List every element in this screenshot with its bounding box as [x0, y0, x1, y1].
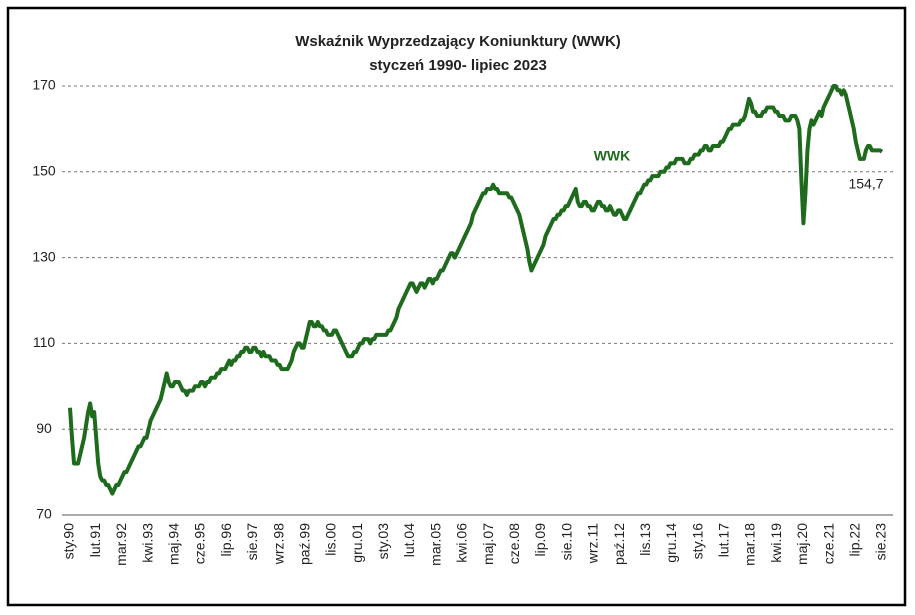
x-tick-label: lip.22 [847, 523, 863, 557]
x-tick-label: wrz.98 [270, 523, 286, 565]
x-tick-label: lip.96 [218, 523, 234, 557]
y-tick-label: 90 [36, 420, 52, 436]
x-tick-label: mar.92 [113, 523, 129, 566]
x-tick-label: kwi.93 [139, 523, 155, 563]
x-tick-label: sty.16 [689, 523, 705, 560]
x-tick-label: maj.07 [480, 523, 496, 565]
x-tick-label: lut.04 [401, 523, 417, 557]
x-tick-label: lip.09 [532, 523, 548, 557]
x-tick-label: mar.18 [742, 523, 758, 566]
x-tick-label: sty.03 [375, 523, 391, 560]
x-tick-label: cze.95 [192, 523, 208, 564]
x-tick-label: kwi.19 [768, 523, 784, 563]
x-tick-label: kwi.06 [454, 523, 470, 563]
y-tick-label: 70 [36, 506, 52, 522]
x-tick-label: lut.91 [87, 523, 103, 557]
x-tick-label: sty.90 [61, 523, 77, 560]
x-tick-label: maj.94 [165, 523, 181, 565]
y-tick-label: 110 [33, 334, 56, 350]
x-tick-label: maj.20 [794, 523, 810, 565]
y-tick-label: 170 [32, 77, 56, 93]
data-label: 154,7 [848, 176, 883, 192]
x-tick-label: sie.10 [558, 523, 574, 561]
x-tick-label: cze.08 [506, 523, 522, 564]
frame [6, 6, 907, 607]
x-tick-label: gru.14 [663, 523, 679, 563]
x-tick-label: wrz.11 [585, 523, 601, 564]
x-tick-label: lis.13 [637, 523, 653, 556]
x-tick-label: lis.00 [323, 523, 339, 556]
chart-subtitle: styczeń 1990- lipiec 2023 [369, 57, 547, 74]
chart-title: Wskaźnik Wyprzedzający Koniunktury (WWK) [295, 33, 621, 50]
line-series [68, 84, 884, 496]
y-tick-label: 150 [32, 163, 56, 179]
x-tick-label: sie.97 [244, 523, 260, 561]
x-tick-label: cze.21 [820, 523, 836, 564]
x-tick-label: sie.23 [873, 523, 889, 561]
x-tick-label: mar.05 [427, 523, 443, 566]
x-tick-label: paź.99 [296, 523, 312, 565]
x-tick-label: gru.01 [349, 523, 365, 563]
series-label: WWK [594, 148, 631, 164]
x-tick-label: lut.17 [716, 523, 732, 557]
x-tick-label: paź.12 [611, 523, 627, 565]
y-tick-label: 130 [32, 248, 56, 264]
